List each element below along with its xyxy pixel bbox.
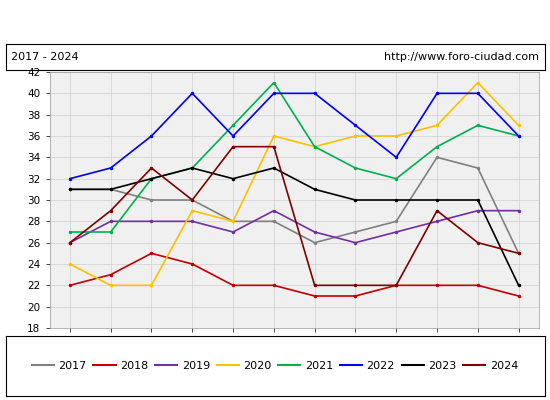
Text: http://www.foro-ciudad.com: http://www.foro-ciudad.com — [384, 52, 539, 62]
Text: 2017 - 2024: 2017 - 2024 — [11, 52, 79, 62]
Legend: 2017, 2018, 2019, 2020, 2021, 2022, 2023, 2024: 2017, 2018, 2019, 2020, 2021, 2022, 2023… — [26, 356, 524, 376]
Text: Evolucion del paro registrado en Chiclana de Segura: Evolucion del paro registrado en Chiclan… — [92, 14, 458, 28]
